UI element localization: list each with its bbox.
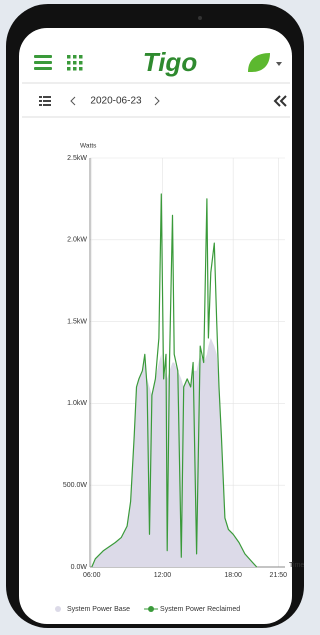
logo: Tigo xyxy=(143,47,198,77)
y-tick-label: 2.0kW xyxy=(67,237,87,244)
y-tick-label: 1.5kW xyxy=(67,318,87,325)
date-label[interactable]: 2020-06-23 xyxy=(90,96,142,107)
camera xyxy=(198,16,202,20)
menu-button[interactable] xyxy=(34,55,52,70)
y-tick-label: 2.5kW xyxy=(67,155,87,162)
x-tick-label: 06:00 xyxy=(83,572,101,579)
x-tick-label: 18:00 xyxy=(224,572,242,579)
grid-button[interactable] xyxy=(67,55,83,71)
x-tick-label: 21:50 xyxy=(270,572,288,579)
y-tick-label: 1.0kW xyxy=(67,400,87,407)
legend-label: System Power Base xyxy=(67,606,130,613)
legend-item[interactable]: System Power Base xyxy=(55,606,130,613)
y-axis-label: Watts xyxy=(80,143,97,150)
page: Tigo 2020-06-23 Watts Time 0.0W 500.0W 1.0… xyxy=(0,0,310,630)
y-tick-label: 500.0W xyxy=(63,482,88,489)
y-tick-label: 0.0W xyxy=(71,564,88,571)
x-axis-label: Time xyxy=(289,562,304,569)
legend-marker xyxy=(55,606,61,612)
x-tick-label: 12:00 xyxy=(154,572,172,579)
legend-label: System Power Reclaimed xyxy=(160,606,240,613)
screen: Tigo 2020-06-23 Watts Time 0.0W 500.0W 1.0… xyxy=(0,0,310,630)
legend-marker xyxy=(148,606,154,612)
list-button[interactable] xyxy=(39,96,51,106)
